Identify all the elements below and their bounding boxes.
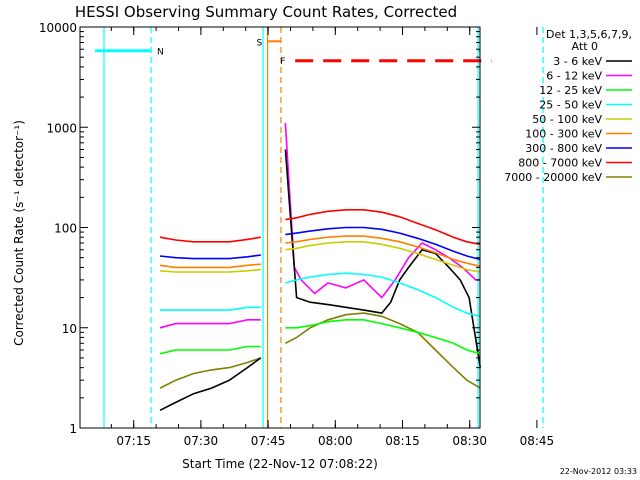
legend-entry-label: 25 - 50 keV: [539, 99, 602, 112]
x-tick-label: 08:00: [318, 434, 353, 448]
x-tick-label: 07:15: [116, 434, 151, 448]
legend-entry-label: 3 - 6 keV: [553, 55, 602, 68]
series-line: [284, 149, 482, 368]
y-axis: 1 10 100 1000 10000: [39, 21, 480, 436]
series-line: [159, 357, 262, 389]
series-line: [285, 209, 481, 246]
flare-label: F: [280, 57, 285, 67]
series-line: [159, 236, 261, 243]
series-line: [285, 318, 481, 355]
series-line: [160, 306, 261, 311]
series-line: [159, 254, 261, 260]
legend: Det 1,3,5,6,7,9,Att 0 3 - 6 keV 6 - 12 keV…: [504, 28, 632, 184]
series-line: [285, 312, 481, 389]
legend-header: Det 1,3,5,6,7,9,: [546, 28, 632, 41]
series-layer: [159, 123, 482, 412]
series-line: [284, 123, 481, 299]
y-axis-label: Corrected Count Rate (s⁻¹ detector⁻¹): [12, 120, 26, 346]
night-label: N: [157, 48, 164, 58]
x-axis: 07:15 07:30 07:45 08:00 08:15 08:30 08:45: [110, 27, 555, 448]
x-axis-label: Start Time (22-Nov-12 07:08:22): [182, 457, 378, 471]
saa-label: S: [257, 38, 263, 48]
series-line: [285, 235, 481, 268]
series-line: [285, 226, 481, 261]
legend-header: Att 0: [572, 40, 598, 53]
footer-timestamp: 22-Nov-2012 03:33: [560, 467, 637, 476]
y-tick-label: 100: [54, 222, 77, 236]
legend-entry-label: 7000 - 20000 keV: [504, 171, 602, 184]
series-line: [285, 241, 481, 273]
legend-entry-label: 6 - 12 keV: [546, 70, 602, 83]
x-tick-label: 07:30: [184, 434, 219, 448]
y-tick-label: 10: [62, 322, 77, 336]
x-tick-label: 08:30: [452, 434, 487, 448]
y-tick-label: 10000: [39, 21, 77, 35]
series-line: [159, 318, 261, 329]
y-tick-label: 1000: [46, 121, 77, 135]
y-tick-label: 1: [69, 422, 77, 436]
series-line: [159, 263, 261, 269]
annotations-layer: N S F: [95, 27, 544, 428]
series-line: [285, 272, 481, 318]
legend-entry-label: 800 - 7000 keV: [518, 157, 602, 170]
x-tick-label: 08:15: [385, 434, 420, 448]
legend-entry-label: 50 - 100 keV: [532, 113, 602, 126]
series-line: [159, 268, 261, 273]
legend-entry-label: 300 - 800 keV: [525, 142, 602, 155]
plot-frame: [79, 26, 481, 429]
x-tick-label: 07:45: [251, 434, 286, 448]
series-line: [159, 345, 261, 355]
legend-entry-label: 100 - 300 keV: [525, 128, 602, 141]
chart-title: HESSI Observing Summary Count Rates, Cor…: [75, 3, 457, 21]
legend-entry-label: 12 - 25 keV: [539, 84, 602, 97]
x-tick-label: 08:45: [520, 434, 555, 448]
series-line: [159, 357, 262, 412]
